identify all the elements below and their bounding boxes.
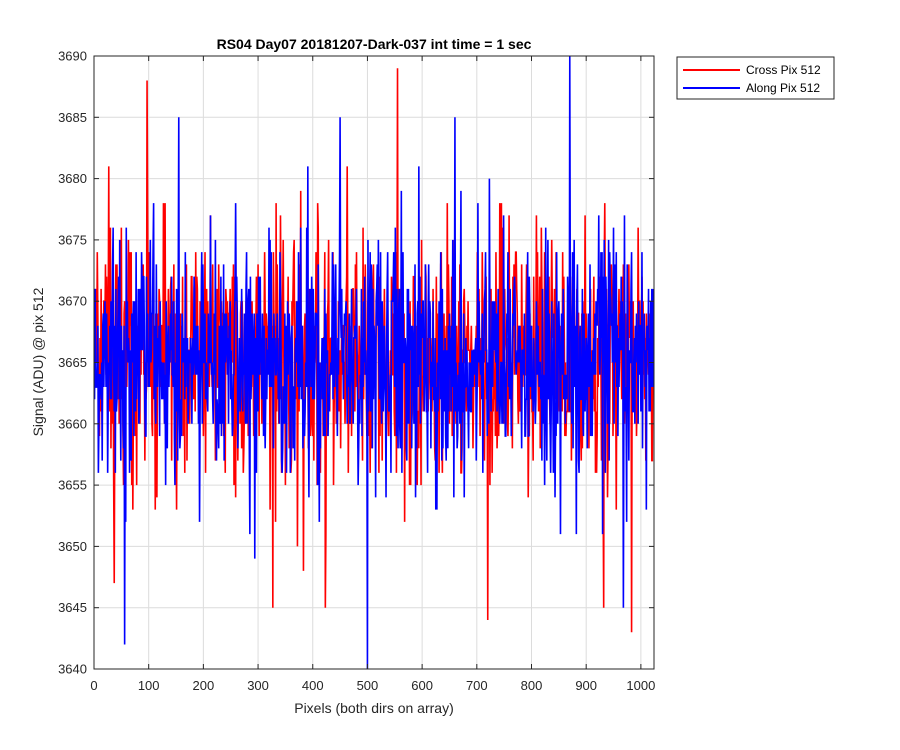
legend-box bbox=[676, 56, 835, 100]
y-axis-label: Signal (ADU) @ pix 512 bbox=[30, 287, 46, 436]
x-tick-label: 300 bbox=[247, 678, 269, 693]
series-layer bbox=[94, 56, 654, 669]
y-tick-label: 3640 bbox=[58, 662, 87, 677]
legend[interactable]: Cross Pix 512 Along Pix 512 bbox=[676, 56, 835, 100]
y-tick-label: 3680 bbox=[58, 171, 87, 186]
y-tick-label: 3650 bbox=[58, 539, 87, 554]
series-line-along-pix-512 bbox=[94, 56, 654, 669]
x-tick-label: 0 bbox=[90, 678, 97, 693]
y-tick-label: 3670 bbox=[58, 294, 87, 309]
y-tick-label: 3690 bbox=[58, 49, 87, 64]
x-tick-label: 800 bbox=[521, 678, 543, 693]
x-tick-label: 900 bbox=[575, 678, 597, 693]
y-tick-label: 3675 bbox=[58, 232, 87, 247]
x-tick-label: 200 bbox=[193, 678, 215, 693]
x-tick-label: 500 bbox=[357, 678, 379, 693]
legend-label-cross: Cross Pix 512 bbox=[746, 63, 821, 77]
x-tick-label: 600 bbox=[411, 678, 433, 693]
ticks: 0 100 200 300 400 500 600 700 800 900 1000 3640 3645… bbox=[58, 49, 655, 694]
x-tick-label: 700 bbox=[466, 678, 488, 693]
chart-title: RS04 Day07 20181207-Dark-037 int time = … bbox=[217, 36, 532, 52]
legend-label-along: Along Pix 512 bbox=[746, 81, 820, 95]
y-tick-label: 3665 bbox=[58, 355, 87, 370]
y-tick-label: 3660 bbox=[58, 416, 87, 431]
x-tick-label: 1000 bbox=[626, 678, 655, 693]
y-tick-label: 3645 bbox=[58, 600, 87, 615]
x-tick-label: 400 bbox=[302, 678, 324, 693]
x-tick-label: 100 bbox=[138, 678, 160, 693]
x-axis-label: Pixels (both dirs on array) bbox=[294, 700, 454, 716]
y-tick-label: 3685 bbox=[58, 110, 87, 125]
y-tick-label: 3655 bbox=[58, 478, 87, 493]
